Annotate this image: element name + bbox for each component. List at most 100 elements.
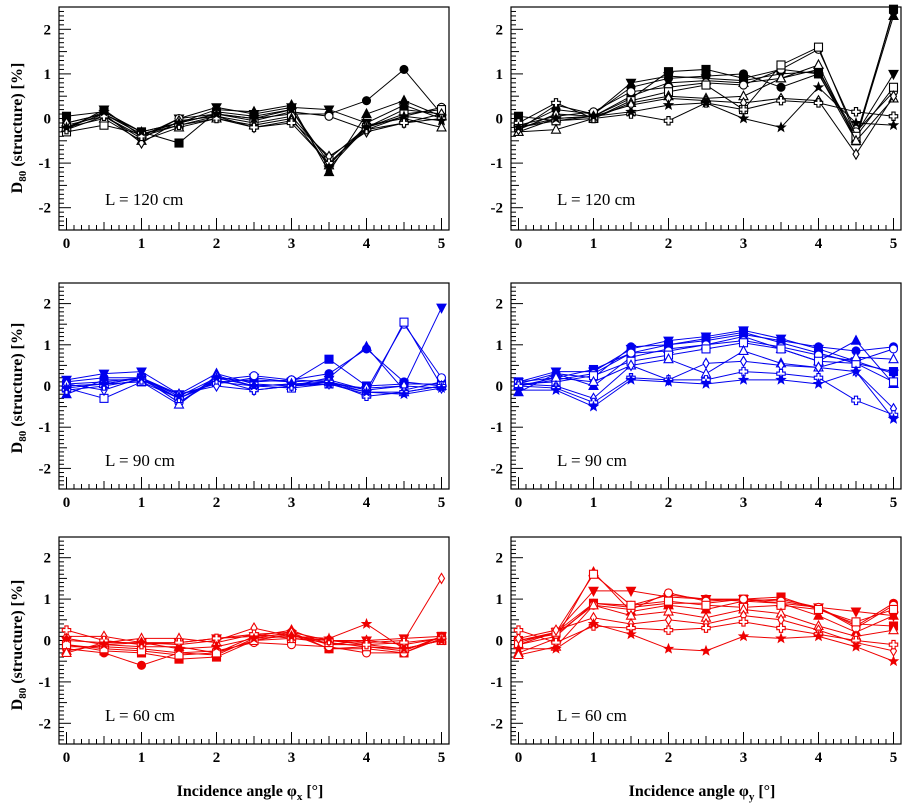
series-10-star-filled [60,371,448,402]
data-point [324,354,334,364]
data-point [812,377,825,389]
data-point [323,161,335,173]
data-point [550,384,562,396]
x-tick-label: 2 [213,495,221,511]
data-point [285,630,298,642]
data-point [625,373,637,385]
y-tick-label: 1 [496,592,504,608]
data-point [776,60,786,70]
data-point [738,617,749,627]
data-point [663,353,674,364]
x-tick-label: 2 [665,495,673,511]
x-tick-label: 5 [890,750,898,766]
data-point [135,125,148,137]
x-tick-label: 4 [363,236,371,252]
y-tick-label: 2 [496,22,504,38]
x-tick-label: 3 [288,750,296,766]
data-point [588,586,599,597]
data-point [738,104,749,115]
data-point [775,334,787,345]
data-point [888,604,899,615]
x-tick-label: 1 [590,750,598,766]
data-point [813,609,824,620]
series-10-star-filled [512,81,900,133]
x-tick-label: 0 [63,495,71,511]
data-point [776,95,786,106]
data-point [98,377,110,389]
y-tick-label: 2 [44,551,52,567]
data-point [588,569,599,579]
x-tick-label: 1 [138,236,146,252]
data-point [249,122,259,133]
data-point [700,332,712,343]
data-point [361,340,372,351]
chart-panel-4: -2 -1 0 1 2 0 1 2 3 4 5 L = 90 cm [491,282,902,511]
data-point [738,366,749,377]
data-point [550,112,562,124]
data-point [210,107,223,119]
data-point [775,121,787,133]
data-point [435,114,448,126]
y-tick-label: -2 [491,461,504,477]
data-point [738,326,749,337]
data-point [248,632,260,644]
chart-panel-3: -2 -1 0 1 2 0 1 2 3 4 5 L = 90 cm [39,282,450,511]
series-10-star-filled [60,103,448,173]
data-point [587,617,600,629]
data-point [512,642,525,654]
data-point [700,377,712,389]
data-point [173,390,185,402]
data-point [663,336,674,347]
x-tick-label: 3 [740,495,748,511]
data-point [174,138,184,148]
chart-panel-5: -2 -1 0 1 2 0 1 2 3 4 5 L = 60 cm [39,536,450,766]
x-axis-label-left: Incidence angle φx [°] [177,783,324,803]
data-point [737,373,750,385]
x-tick-label: 1 [138,495,146,511]
data-point [625,586,637,597]
data-point [60,632,73,644]
y-tick-label: -1 [491,420,504,436]
data-point [776,623,786,633]
x-tick-label: 2 [213,236,221,252]
data-point [850,334,862,345]
x-tick-label: 4 [815,750,823,766]
data-point [738,344,749,356]
data-point [888,353,899,364]
x-tick-label: 3 [288,495,296,511]
data-point [626,87,636,97]
series-line [518,46,894,138]
y-tick-label: -2 [39,201,52,217]
data-point [813,98,824,108]
data-point [513,625,524,635]
data-point [888,344,899,354]
data-point [135,371,148,383]
data-point [173,398,185,409]
data-point [98,638,110,650]
data-point [701,64,711,74]
data-point [851,395,861,406]
data-point [437,572,446,585]
y-tick-label: 2 [496,297,504,313]
data-point [851,107,861,117]
y-tick-label: -1 [39,156,52,172]
data-point [98,105,110,117]
data-point [813,604,824,615]
data-point [850,640,862,652]
data-point [436,303,447,314]
data-point [211,633,222,644]
data-point [850,350,862,362]
x-tick-label: 4 [815,495,823,511]
x-tick-label: 1 [138,750,146,766]
data-point [663,588,674,598]
data-point [775,72,787,83]
data-point [850,607,862,618]
x-tick-label: 4 [815,236,823,252]
y-tick-label: 2 [496,551,504,567]
data-point [398,388,410,400]
data-point [360,617,373,629]
data-point [323,632,335,644]
x-tick-label: 0 [515,236,523,252]
data-point [512,384,525,396]
